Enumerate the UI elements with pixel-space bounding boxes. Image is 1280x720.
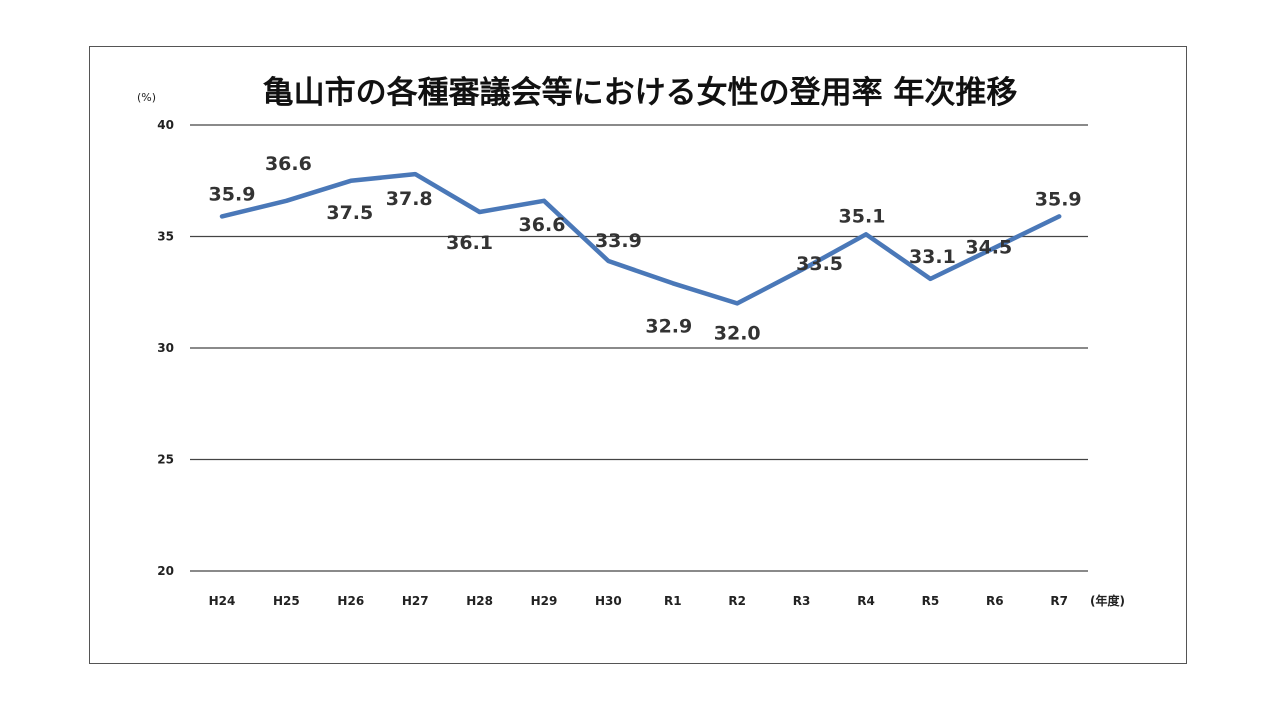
- data-label: 36.6: [265, 153, 312, 175]
- data-label: 37.8: [386, 188, 433, 210]
- data-label: 36.1: [446, 232, 493, 254]
- x-tick-label: R6: [986, 594, 1004, 608]
- x-tick-label: R5: [922, 594, 940, 608]
- x-tick-label: R2: [728, 594, 746, 608]
- data-label: 32.9: [645, 315, 692, 337]
- series-line: [219, 171, 1062, 306]
- data-label: 35.9: [1035, 188, 1082, 210]
- chart-frame: [89, 46, 1187, 664]
- y-tick-label: 35: [157, 230, 174, 244]
- data-label: 35.9: [209, 183, 256, 205]
- x-axis-unit: (年度): [1090, 593, 1125, 608]
- y-axis-unit: (%): [137, 91, 156, 104]
- x-tick-label: H24: [209, 594, 236, 608]
- data-label: 34.5: [965, 237, 1012, 259]
- x-tick-label: R7: [1050, 594, 1068, 608]
- x-tick-label: H29: [531, 594, 558, 608]
- x-tick-label: H28: [466, 594, 493, 608]
- data-label: 33.9: [595, 230, 642, 252]
- data-label: 33.5: [796, 253, 843, 275]
- y-tick-label: 25: [157, 453, 174, 467]
- x-tick-label: R4: [857, 594, 875, 608]
- data-label: 37.5: [326, 202, 373, 224]
- data-label: 35.1: [839, 205, 886, 227]
- x-tick-label: H27: [402, 594, 429, 608]
- x-tick-label: H30: [595, 594, 622, 608]
- x-tick-label: H25: [273, 594, 300, 608]
- data-label: 32.0: [714, 322, 761, 344]
- chart-title: 亀山市の各種審議会等における女性の登用率 年次推移: [263, 75, 1018, 111]
- y-tick-label: 40: [157, 118, 174, 132]
- data-label: 36.6: [519, 214, 566, 236]
- x-tick-label: H26: [337, 594, 364, 608]
- y-tick-label: 30: [157, 341, 174, 355]
- x-tick-label: R1: [664, 594, 682, 608]
- y-tick-label: 20: [157, 564, 174, 578]
- data-label: 33.1: [909, 246, 956, 268]
- x-tick-label: R3: [793, 594, 811, 608]
